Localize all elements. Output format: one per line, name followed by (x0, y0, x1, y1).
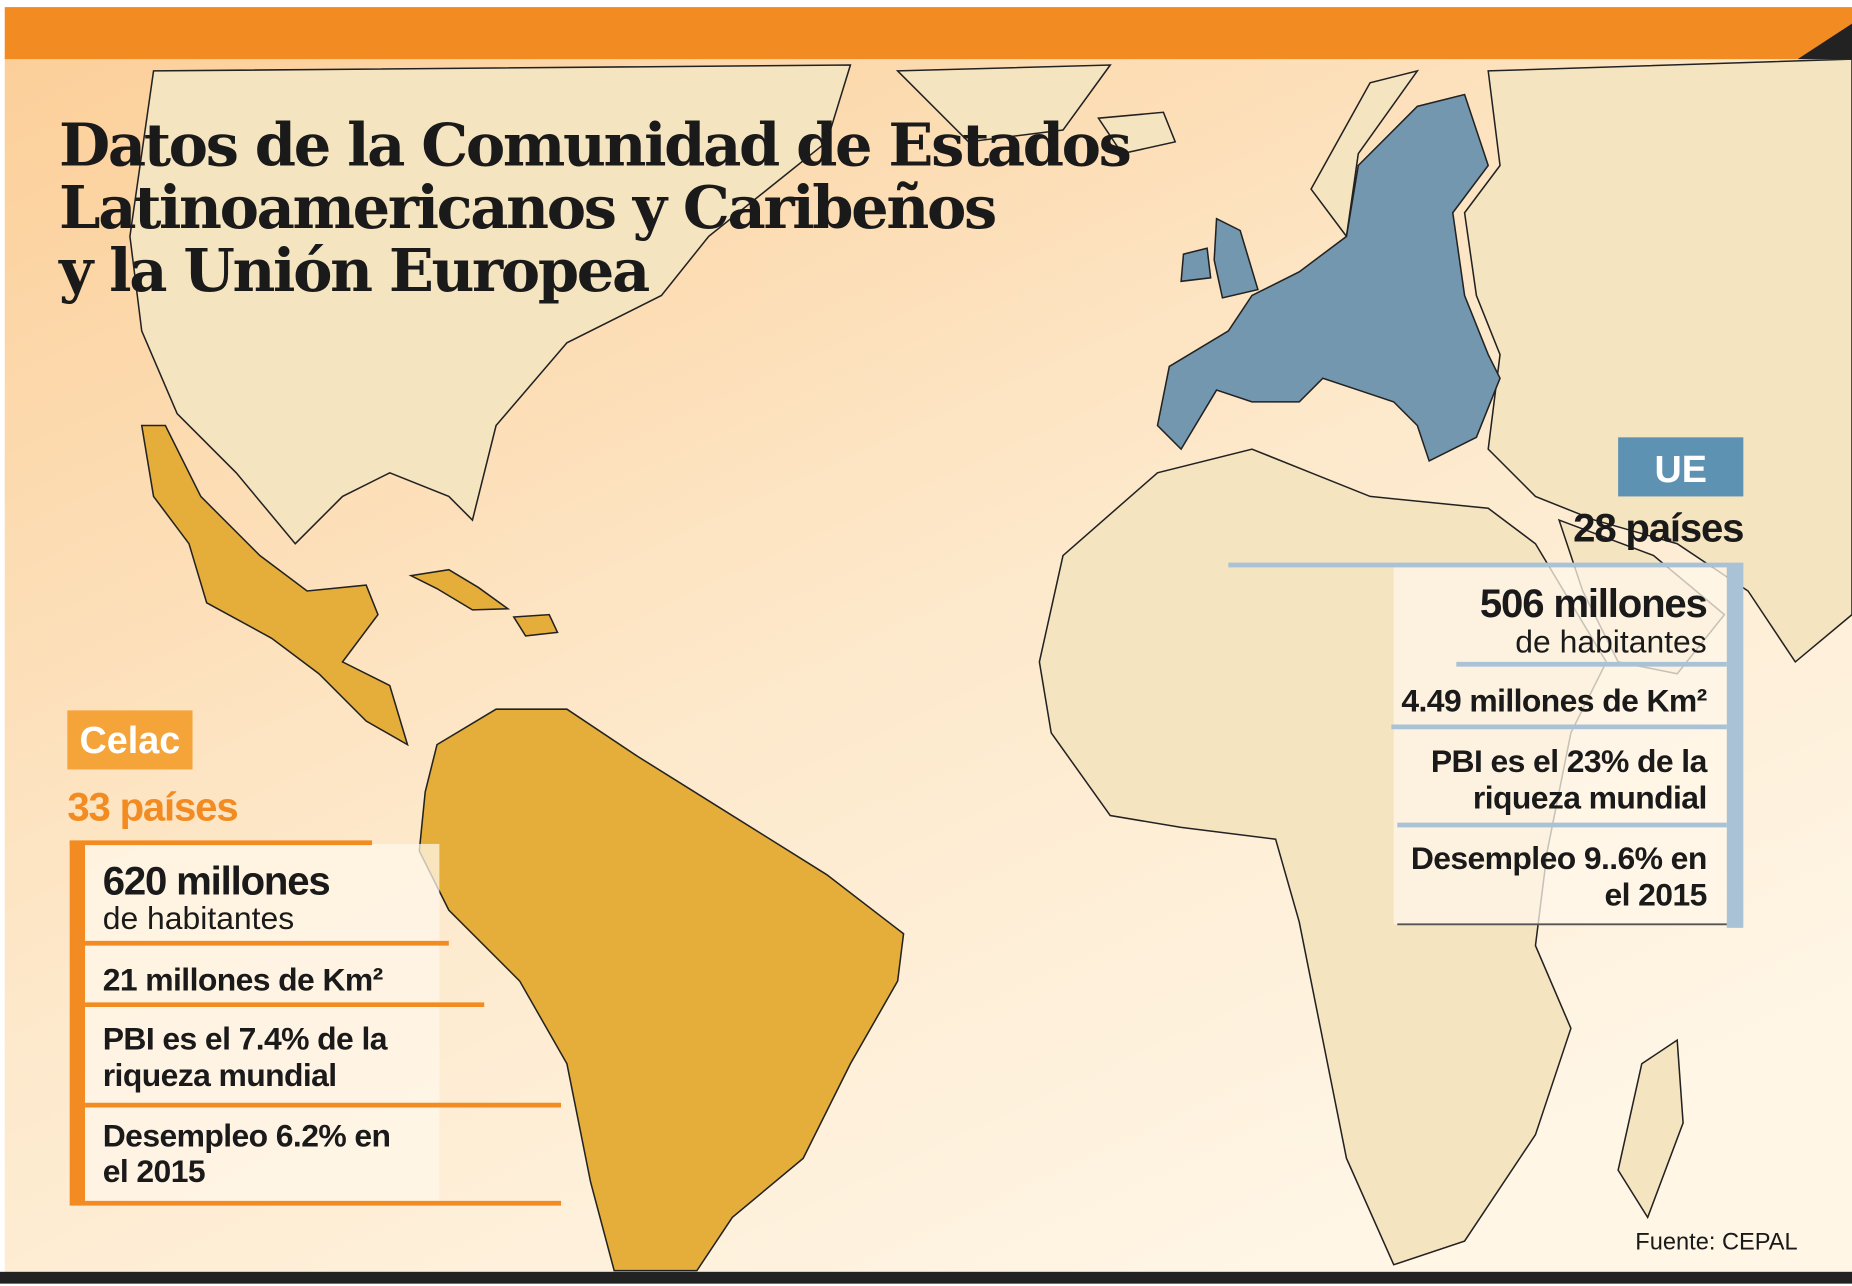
hispaniola (512, 613, 559, 637)
great-britain (1213, 217, 1259, 299)
ue-gdp: riqueza mundial (1473, 779, 1707, 815)
celac-countries: 33 países (67, 784, 237, 829)
ue-gdp: PBI es el 23% de la (1431, 743, 1708, 779)
celac-unemployment: Desempleo 6.2% en (103, 1118, 391, 1154)
celac-population: 620 millones (103, 859, 330, 904)
celac-gdp: riqueza mundial (103, 1057, 337, 1093)
celac-separators (69, 840, 562, 1206)
europe (1156, 93, 1501, 463)
celac-panel (85, 843, 440, 1204)
norway (1310, 69, 1420, 239)
celac-population-unit: de habitantes (103, 900, 294, 936)
celac-label: Celac (80, 720, 181, 762)
celac-area: 21 millones de Km² (103, 961, 383, 997)
cuba (408, 568, 511, 611)
title-line: Datos de la Comunidad de Estados (59, 110, 1130, 179)
ue-badge (1618, 437, 1744, 497)
ue-countries: 28 países (1573, 505, 1743, 550)
iceland (1097, 111, 1177, 155)
ue-panel (1393, 567, 1727, 925)
greenland (895, 64, 1112, 143)
ue-population: 506 millones (1480, 581, 1707, 626)
ue-unemployment: el 2015 (1604, 876, 1706, 912)
bottom-bar (0, 1271, 1852, 1284)
corner (1797, 23, 1852, 60)
ireland (1180, 247, 1212, 283)
eurasia (1463, 58, 1852, 664)
celac-unemployment: el 2015 (103, 1153, 205, 1189)
north-america (129, 64, 852, 545)
source: Fuente: CEPAL (1635, 1229, 1797, 1255)
title-line: y la Unión Europea (58, 236, 649, 305)
ue-separators (1228, 562, 1744, 828)
ue-side-bar (1726, 563, 1744, 928)
mexico-central-america (140, 424, 409, 747)
top-bar (4, 7, 1852, 60)
ue-population-unit: de habitantes (1515, 623, 1706, 659)
celac-badge (67, 710, 193, 770)
ue-area: 4.49 millones de Km² (1401, 683, 1706, 719)
map (129, 58, 1852, 1272)
title-line: Latinoamericanos y Caribeños (59, 173, 995, 242)
madagascar (1617, 1038, 1684, 1220)
ue-unemployment: Desempleo 9..6% en (1411, 840, 1707, 876)
celac-side-bar (69, 841, 86, 1206)
ue-label: UE (1654, 449, 1706, 491)
south-america (418, 708, 905, 1272)
celac-gdp: PBI es el 7.4% de la (103, 1021, 388, 1057)
